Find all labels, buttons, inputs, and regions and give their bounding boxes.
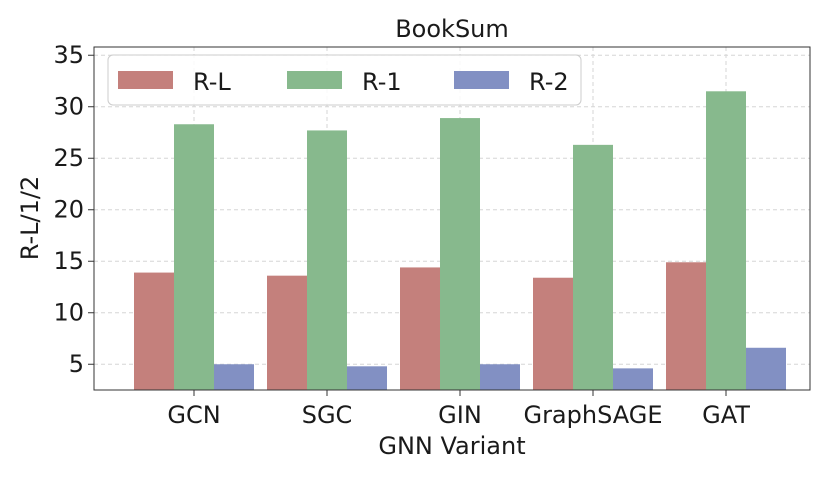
legend-box xyxy=(107,54,582,106)
bar-r-l-gcn xyxy=(134,272,174,390)
bar-r-l-sgc xyxy=(267,275,307,390)
x-tick-label: GIN xyxy=(438,401,482,429)
x-tick-label: SGC xyxy=(302,401,353,429)
bar-r-l-gat xyxy=(666,262,706,390)
x-tick-label: GAT xyxy=(702,401,750,429)
y-tick-label: 15 xyxy=(53,247,84,275)
x-tick-label: GraphSAGE xyxy=(523,401,662,429)
bar-r-l-gin xyxy=(400,267,440,390)
legend-swatch-r-l xyxy=(118,71,173,89)
legend-swatch-r-1 xyxy=(287,71,342,89)
bar-r-1-gat xyxy=(706,91,746,390)
bar-r-1-sgc xyxy=(307,130,347,390)
legend: R-L R-1 R-2 xyxy=(107,54,582,106)
y-axis: 5 10 15 20 25 30 35 xyxy=(53,41,94,378)
bar-r-l-graphsage xyxy=(533,277,573,390)
bar-r-1-gcn xyxy=(174,124,214,390)
bar-r-2-gcn xyxy=(214,364,254,390)
x-tick-label: GCN xyxy=(167,401,220,429)
legend-label-r-2: R-2 xyxy=(529,68,569,96)
bar-r-1-graphsage xyxy=(573,144,613,390)
x-axis-label: GNN Variant xyxy=(378,432,525,460)
y-tick-label: 5 xyxy=(69,350,84,378)
x-axis: GCN SGC GIN GraphSAGE GAT xyxy=(167,390,750,429)
bar-r-2-gat xyxy=(746,347,786,390)
legend-label-r-1: R-1 xyxy=(362,68,402,96)
y-tick-label: 30 xyxy=(53,93,84,121)
bar-r-2-sgc xyxy=(347,366,387,390)
bars-layer xyxy=(134,91,786,390)
y-tick-label: 20 xyxy=(53,196,84,224)
y-axis-label: R-L/1/2 xyxy=(16,176,44,260)
chart-title: BookSum xyxy=(395,15,509,43)
y-tick-label: 25 xyxy=(53,144,84,172)
plot-frame xyxy=(93,46,811,391)
bar-r-2-gin xyxy=(480,364,520,390)
legend-swatch-r-2 xyxy=(454,71,509,89)
bar-r-2-graphsage xyxy=(613,368,653,390)
y-tick-label: 10 xyxy=(53,299,84,327)
legend-label-r-l: R-L xyxy=(193,68,231,96)
bar-r-1-gin xyxy=(440,118,480,390)
y-tick-label: 35 xyxy=(53,41,84,69)
